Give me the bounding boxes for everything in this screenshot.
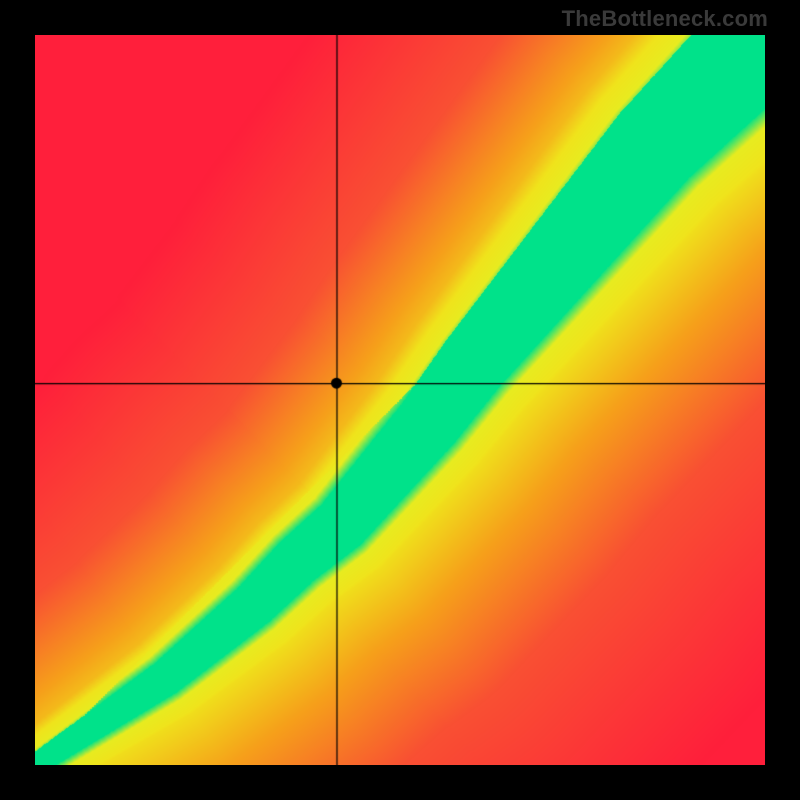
watermark-text: TheBottleneck.com xyxy=(562,6,768,32)
plot-area xyxy=(35,35,765,765)
heatmap-canvas xyxy=(35,35,765,765)
chart-frame: TheBottleneck.com xyxy=(0,0,800,800)
